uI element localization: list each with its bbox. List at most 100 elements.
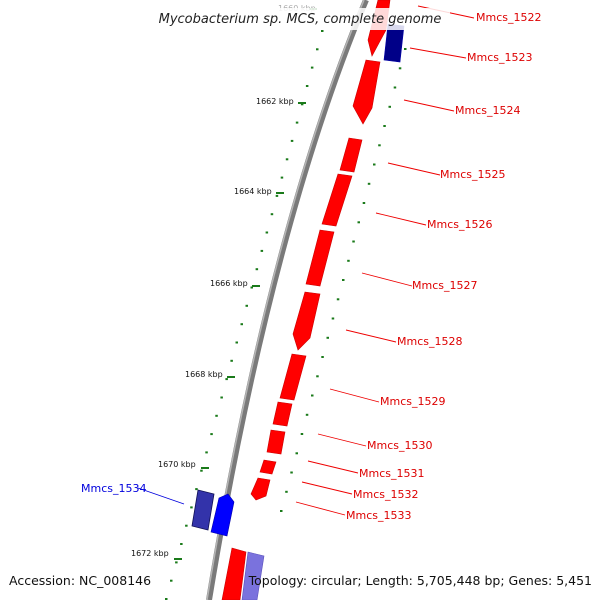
gene-reverse-3[interactable] <box>241 551 265 600</box>
gene-mmcs-1532[interactable] <box>250 477 271 501</box>
tick-dot <box>185 524 188 527</box>
tick-dot <box>290 471 293 474</box>
tick-dot <box>230 359 233 362</box>
gene-mmcs-1530[interactable] <box>266 429 286 455</box>
kbp-tick <box>298 102 306 104</box>
gene-label-mmcs-1525[interactable]: Mmcs_1525 <box>440 168 505 181</box>
tick-dot <box>383 125 386 127</box>
tick-dot <box>347 259 350 262</box>
tick-dot <box>326 336 329 339</box>
gene-label-mmcs-1524[interactable]: Mmcs_1524 <box>455 104 520 117</box>
tick-dot <box>275 194 279 197</box>
gene-label-mmcs-1534[interactable]: Mmcs_1534 <box>81 482 146 495</box>
tick-dot <box>165 598 168 600</box>
gene-mmcs-1524[interactable] <box>339 137 363 173</box>
tick-dot <box>316 375 319 378</box>
gene-label-mmcs-1523[interactable]: Mmcs_1523 <box>467 51 532 64</box>
tick-dot <box>404 48 407 50</box>
tick-dot <box>357 221 360 224</box>
tick-dot <box>265 231 269 234</box>
gene-mmcs-1529[interactable] <box>272 401 293 427</box>
tick-dot <box>270 213 274 216</box>
tick-dot <box>321 30 324 32</box>
kbp-tick <box>276 192 284 194</box>
kbp-label: 1666 kbp <box>210 279 248 288</box>
tick-dot <box>260 249 264 252</box>
tick-dot <box>285 490 288 493</box>
tick-dot <box>331 317 335 320</box>
kbp-tick <box>201 467 209 469</box>
gene-label-mmcs-1532[interactable]: Mmcs_1532 <box>353 488 418 501</box>
accession-text: Accession: NC_008146 <box>9 573 152 588</box>
tick-dot <box>388 105 391 108</box>
tick-dot <box>300 103 304 106</box>
gene-label-mmcs-1530[interactable]: Mmcs_1530 <box>367 439 432 452</box>
tick-dot <box>321 356 324 358</box>
tick-dot <box>300 433 304 435</box>
tick-dot <box>280 510 283 512</box>
tick-dot <box>235 341 238 344</box>
tick-dot <box>195 488 198 491</box>
tick-dot <box>205 451 208 454</box>
forward-label-leaders <box>295 5 475 516</box>
tick-dot <box>398 67 402 70</box>
gene-label-mmcs-1527[interactable]: Mmcs_1527 <box>412 279 477 292</box>
gene-label-mmcs-1533[interactable]: Mmcs_1533 <box>346 509 411 522</box>
gene-mmcs-1528[interactable] <box>279 353 307 401</box>
kbp-label: 1670 kbp <box>158 460 196 469</box>
gene-mmcs-1534[interactable] <box>191 489 215 531</box>
tick-dot <box>190 506 193 509</box>
tick-dot <box>290 139 294 142</box>
tick-dot <box>215 414 218 417</box>
gene-mmcs-1533[interactable] <box>221 547 247 600</box>
tick-dot <box>393 86 397 89</box>
kbp-tick-track <box>165 30 324 600</box>
map-title: Mycobacterium sp. MCS, complete genome <box>159 12 442 27</box>
kbp-label: 1672 kbp <box>131 549 169 558</box>
tick-dot <box>310 66 314 69</box>
tick-dot <box>250 286 253 289</box>
forward-gene-labels: Mmcs_1522 Mmcs_1523 Mmcs_1524 Mmcs_1525 … <box>346 11 541 522</box>
gene-label-mmcs-1529[interactable]: Mmcs_1529 <box>380 395 445 408</box>
tick-dot <box>378 144 381 147</box>
tick-dot <box>210 433 213 436</box>
reverse-label-leader <box>137 487 185 505</box>
kbp-tick <box>252 285 260 287</box>
kbp-markers: 1660 kbp 1662 kbp 1664 kbp 1666 kbp 1668… <box>131 4 317 560</box>
reverse-genes-track <box>191 23 405 600</box>
gene-mmcs-1523[interactable] <box>352 59 381 125</box>
tick-dot <box>362 202 366 204</box>
kbp-tick <box>227 376 235 378</box>
tick-dot <box>373 163 376 166</box>
tick-dot <box>316 48 319 51</box>
gene-mmcs-1525[interactable] <box>321 173 353 227</box>
gene-label-mmcs-1528[interactable]: Mmcs_1528 <box>397 335 462 348</box>
gene-mmcs-1531[interactable] <box>259 459 277 475</box>
tick-dot <box>225 378 228 381</box>
gene-mmcs-1526[interactable] <box>305 229 335 287</box>
tick-dot <box>367 182 371 185</box>
tick-dot <box>311 394 314 397</box>
topology-text: Topology: circular; Length: 5,705,448 bp… <box>248 573 592 588</box>
gene-label-mmcs-1531[interactable]: Mmcs_1531 <box>359 467 424 480</box>
tick-dot <box>200 469 203 472</box>
tick-dot <box>175 561 178 564</box>
kbp-label: 1664 kbp <box>234 187 272 196</box>
gene-mmcs-1527[interactable] <box>292 291 321 351</box>
gene-label-mmcs-1522[interactable]: Mmcs_1522 <box>476 11 541 24</box>
tick-dot <box>245 304 248 307</box>
kbp-label: 1668 kbp <box>185 370 223 379</box>
tick-dot <box>295 121 299 124</box>
gene-label-mmcs-1526[interactable]: Mmcs_1526 <box>427 218 492 231</box>
tick-dot <box>336 298 340 301</box>
tick-dot <box>285 158 289 161</box>
tick-dot <box>295 452 298 455</box>
tick-dot <box>240 323 243 326</box>
gene-reverse-2[interactable] <box>210 493 235 537</box>
kbp-tick <box>174 558 182 560</box>
tick-dot <box>352 240 355 243</box>
tick-dot <box>280 176 284 179</box>
tick-dot <box>255 268 259 271</box>
tick-dot <box>342 279 345 281</box>
tick-dot <box>305 85 309 87</box>
